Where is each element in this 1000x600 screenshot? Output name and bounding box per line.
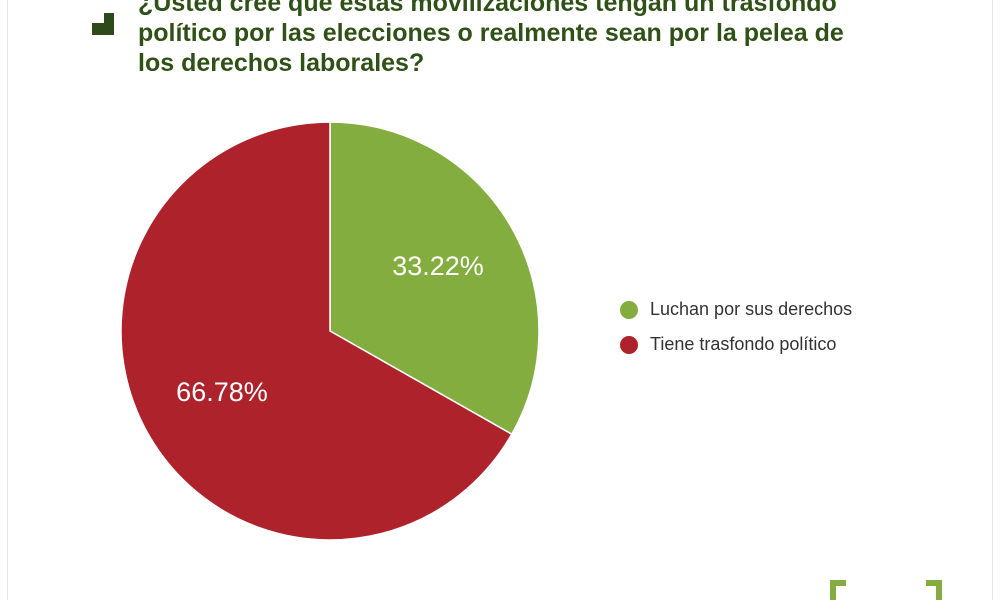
slice-value-label-2: 66.78%	[176, 377, 268, 407]
slice-value-label-1: 33.22%	[392, 251, 484, 281]
legend-swatch-icon	[620, 335, 638, 354]
chart-title: ¿Usted cree que estas movilizaciones ten…	[138, 0, 844, 77]
pie-slice-1	[329, 121, 540, 436]
title-bracket-icon	[92, 13, 114, 35]
legend-label: Luchan por sus derechos	[650, 299, 853, 319]
corner-bracket-right-icon	[926, 580, 942, 600]
chart-legend: Luchan por sus derechos Tiene trasfondo p…	[620, 292, 852, 362]
legend-item-1: Luchan por sus derechos	[620, 292, 852, 327]
legend-item-2: Tiene trasfondo político	[620, 327, 852, 362]
chart-frame	[7, 0, 993, 600]
legend-swatch-icon	[620, 300, 638, 319]
legend-label: Tiene trasfondo político	[650, 334, 837, 354]
corner-bracket-left-icon	[830, 580, 846, 600]
pie-slice-2	[120, 121, 513, 541]
